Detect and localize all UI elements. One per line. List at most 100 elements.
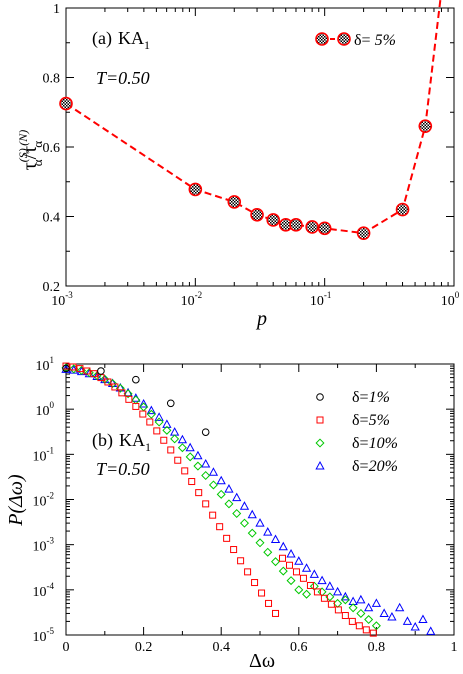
data-point-b <box>185 452 195 462</box>
data-point-b <box>371 621 381 631</box>
data-point-b <box>362 626 370 634</box>
y-tick-label-b: 10-5 <box>33 626 55 645</box>
data-point-b <box>379 608 389 617</box>
data-point-b <box>244 568 252 576</box>
legend-marker-b <box>315 460 325 470</box>
data-point-b <box>83 367 91 375</box>
data-point-b <box>317 575 327 585</box>
data-point-a <box>418 119 433 133</box>
data-point-b <box>170 434 180 444</box>
tick-labels-b: 0 0.2 0.4 0.6 0.8 1 10-5 10-4 10-3 10-2 10-1 100 101 <box>33 355 458 655</box>
data-point-b <box>364 615 374 625</box>
data-point-b <box>138 398 149 408</box>
y-axis-label-b: P(Δω) <box>5 474 27 527</box>
data-point-b <box>153 427 161 435</box>
data-point-b <box>188 478 196 486</box>
data-point-b <box>174 456 182 464</box>
data-point-b <box>265 599 273 607</box>
y-tick-label-a: 0.8 <box>43 72 61 87</box>
data-point-b <box>333 598 343 608</box>
data-point-b <box>355 622 363 630</box>
x-tick-label-b: 0.4 <box>212 640 230 655</box>
data-point-b <box>195 489 203 497</box>
data-point-b <box>177 443 187 453</box>
legend-marker-b <box>315 438 325 448</box>
y-tick-label-b: 101 <box>36 355 55 374</box>
data-point-b <box>146 409 156 419</box>
data-point-b <box>263 527 273 536</box>
data-point-b <box>90 370 98 378</box>
y-tick-label-b: 10-2 <box>33 491 55 510</box>
data-point-b <box>278 566 288 576</box>
data-point-b <box>255 538 265 548</box>
data-point-b <box>216 523 224 531</box>
data-point-b <box>327 600 335 608</box>
x-axis-label-b: Δω <box>249 650 275 672</box>
x-tick-label-b: 0.6 <box>290 640 308 655</box>
data-point-b <box>169 427 180 436</box>
legend-marker-a <box>337 32 351 46</box>
data-point-b <box>76 365 84 373</box>
data-point-b <box>306 581 314 589</box>
data-point-b <box>160 436 168 444</box>
data-point-b <box>125 395 133 403</box>
data-point-b <box>369 629 377 637</box>
x-tick-label-b: 0.8 <box>368 640 386 655</box>
data-point-b <box>123 389 133 399</box>
data-point-b <box>224 499 234 509</box>
data-point-b <box>247 528 257 538</box>
legend-marker-b <box>316 416 324 424</box>
panel-label-a: (a) KA1 <box>92 28 150 52</box>
x-tick-label-b: 0 <box>63 640 70 655</box>
data-point-b <box>418 614 428 624</box>
data-point-b <box>232 508 242 518</box>
data-point-b <box>177 434 188 444</box>
data-point-b <box>332 586 343 596</box>
data-point-b <box>286 548 296 558</box>
legend-marker-b <box>316 393 324 401</box>
y-axis-label-a: τ(S)α/τ(N)α <box>16 130 45 170</box>
panel-label-b: (b) KA1 <box>92 430 151 454</box>
data-point-b <box>302 589 312 599</box>
data-point-b <box>309 569 319 578</box>
data-point-b <box>271 557 281 567</box>
data-point-a <box>356 226 371 240</box>
data-point-b <box>313 588 321 596</box>
panel-b: 0 0.2 0.4 0.6 0.8 1 10-5 10-4 10-3 10-2 10-1 100 101… <box>5 355 458 672</box>
data-point-b <box>285 561 293 569</box>
series-b <box>61 362 436 637</box>
data-point-a <box>305 220 319 234</box>
data-point-b <box>294 556 304 565</box>
data-point-b <box>201 458 211 468</box>
legend-a: δ= 5% <box>315 32 396 49</box>
data-point-b <box>239 501 250 510</box>
data-point-b <box>340 591 351 601</box>
plot-frame-a <box>65 7 455 287</box>
ticks-a <box>65 7 455 287</box>
data-point-b <box>299 574 307 582</box>
y-tick-label-b: 100 <box>36 400 55 419</box>
data-point-b <box>325 581 335 590</box>
data-point-b <box>363 602 374 612</box>
series-b-circle <box>62 364 210 436</box>
x-tick-label-b: 1 <box>451 640 458 655</box>
data-point-b <box>209 511 217 519</box>
data-point-a <box>266 213 280 227</box>
data-point-b <box>263 547 273 557</box>
x-tick-label-a: 10-2 <box>181 290 203 309</box>
data-point-b <box>111 383 119 391</box>
data-point-b <box>216 475 226 485</box>
data-point-b <box>258 589 266 597</box>
y-tick-label-a: 0.6 <box>43 141 61 156</box>
data-point-b <box>341 612 349 620</box>
legend-b: δ=1% δ=5% δ=10% δ=20% <box>315 389 398 475</box>
data-point-b <box>348 603 358 613</box>
y-tick-label-a: 0.4 <box>43 211 61 226</box>
data-point-a <box>317 221 332 236</box>
series-b-square <box>62 362 377 637</box>
data-point-b <box>340 595 350 605</box>
plot-frame-b <box>65 363 455 636</box>
data-point-b <box>426 626 436 635</box>
